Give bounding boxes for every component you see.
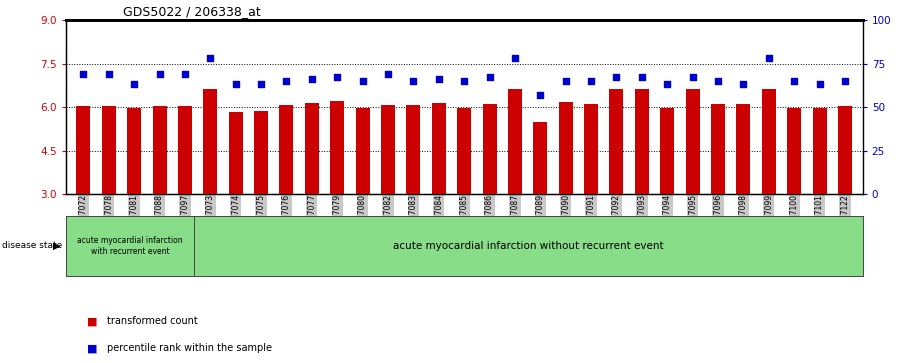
- Point: [304, 76, 319, 82]
- Bar: [635, 89, 649, 194]
- Point: [482, 74, 496, 80]
- Point: [558, 78, 573, 84]
- Bar: [406, 105, 420, 194]
- Point: [203, 56, 218, 61]
- Bar: [432, 103, 445, 194]
- Point: [254, 82, 269, 87]
- Bar: [229, 112, 242, 194]
- Point: [178, 71, 192, 77]
- Text: percentile rank within the sample: percentile rank within the sample: [107, 343, 271, 354]
- Point: [787, 78, 802, 84]
- Text: ■: ■: [87, 316, 97, 326]
- Point: [685, 74, 700, 80]
- Text: transformed count: transformed count: [107, 316, 198, 326]
- Bar: [178, 106, 192, 194]
- Point: [533, 92, 548, 98]
- Point: [813, 82, 827, 87]
- Bar: [787, 108, 801, 194]
- Bar: [508, 89, 522, 194]
- Bar: [711, 104, 725, 194]
- Text: disease state: disease state: [2, 241, 62, 250]
- Point: [432, 76, 446, 82]
- Bar: [609, 89, 623, 194]
- Bar: [203, 89, 218, 194]
- Point: [127, 82, 141, 87]
- Point: [736, 82, 751, 87]
- Bar: [813, 108, 826, 194]
- Bar: [280, 105, 293, 194]
- Bar: [483, 104, 496, 194]
- Bar: [254, 111, 268, 194]
- Bar: [736, 104, 751, 194]
- Point: [837, 78, 852, 84]
- Point: [330, 74, 344, 80]
- Point: [609, 74, 624, 80]
- Text: GDS5022 / 206338_at: GDS5022 / 206338_at: [123, 5, 261, 19]
- Bar: [152, 106, 167, 194]
- Point: [229, 82, 243, 87]
- Bar: [77, 106, 90, 194]
- Bar: [686, 89, 700, 194]
- Bar: [584, 104, 598, 194]
- Point: [711, 78, 725, 84]
- Bar: [305, 103, 319, 194]
- Bar: [558, 102, 573, 194]
- Bar: [762, 89, 776, 194]
- Point: [77, 71, 91, 77]
- Point: [635, 74, 650, 80]
- Bar: [128, 108, 141, 194]
- Point: [660, 82, 674, 87]
- Point: [584, 78, 599, 84]
- Text: ▶: ▶: [53, 241, 60, 251]
- Bar: [381, 105, 395, 194]
- Point: [406, 78, 421, 84]
- Point: [355, 78, 370, 84]
- Bar: [355, 108, 370, 194]
- Bar: [533, 122, 548, 194]
- Bar: [331, 101, 344, 194]
- Point: [152, 71, 167, 77]
- Point: [101, 71, 116, 77]
- Text: ■: ■: [87, 343, 97, 354]
- Point: [381, 71, 395, 77]
- Point: [762, 56, 776, 61]
- Point: [456, 78, 472, 84]
- Bar: [660, 108, 674, 194]
- Point: [279, 78, 293, 84]
- Bar: [838, 106, 852, 194]
- Bar: [457, 108, 471, 194]
- Text: acute myocardial infarction
with recurrent event: acute myocardial infarction with recurre…: [77, 236, 183, 256]
- Bar: [102, 106, 116, 194]
- Text: acute myocardial infarction without recurrent event: acute myocardial infarction without recu…: [394, 241, 664, 251]
- Point: [507, 56, 522, 61]
